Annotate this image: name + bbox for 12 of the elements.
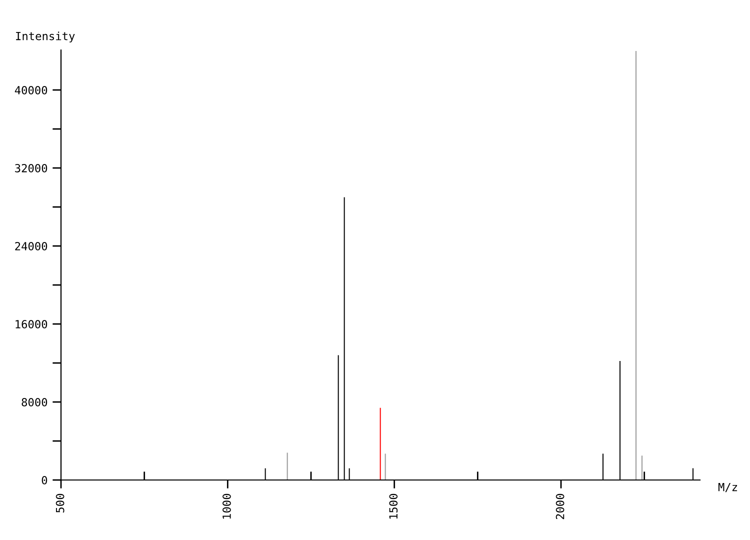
- y-tick-label: 16000: [16, 320, 48, 328]
- y-tick-label: 32000: [15, 164, 48, 172]
- y-tick-label: 24000: [15, 242, 48, 250]
- x-tick-label: 1000: [222, 494, 231, 519]
- y-axis-title: Intensity: [16, 32, 75, 42]
- x-axis-title: M/z: [718, 482, 738, 492]
- x-tick-label: 500: [56, 494, 64, 512]
- x-tick-label: 1500: [389, 494, 398, 519]
- y-tick-label: 40000: [14, 86, 48, 94]
- y-tick-label: 8000: [22, 398, 48, 406]
- y-tick-label: 0: [42, 476, 48, 484]
- x-tick-label: 2000: [556, 494, 564, 520]
